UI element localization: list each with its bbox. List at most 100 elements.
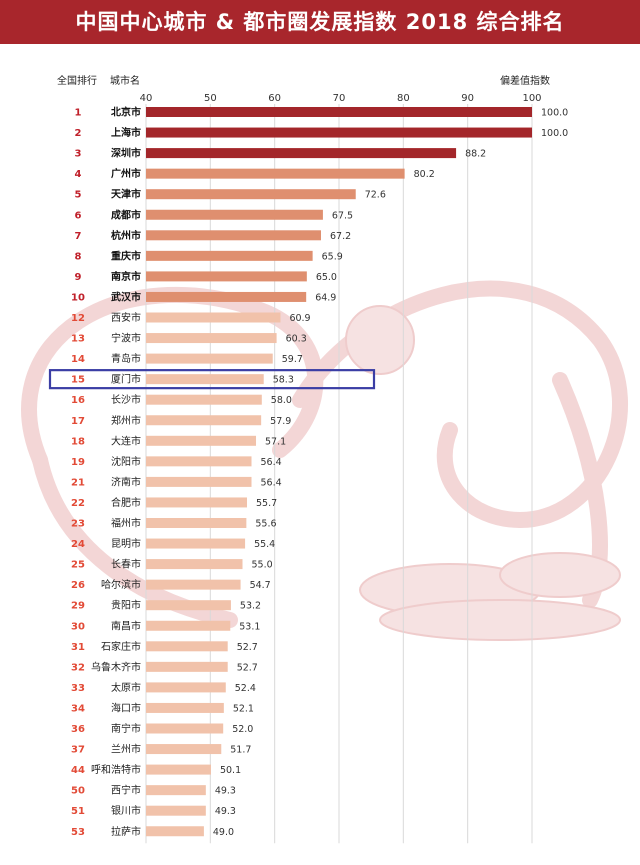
rank-label: 8 [75,251,82,262]
x-tick-label: 70 [333,93,346,104]
bar [146,826,204,837]
city-label: 沈阳市 [111,455,141,468]
rank-label: 33 [71,683,85,694]
value-label: 100.0 [541,108,568,119]
rank-label: 53 [71,827,85,838]
city-label: 贵阳市 [111,599,141,612]
city-label: 天津市 [111,188,141,201]
value-label: 58.0 [271,395,292,406]
value-label: 55.7 [256,498,277,509]
value-label: 59.7 [282,354,303,365]
bar [146,579,241,590]
x-axis-ticks: 40 50 60 70 80 90 100 [140,93,542,104]
city-label: 海口市 [111,701,141,714]
value-label: 55.0 [252,560,273,571]
city-label: 长春市 [111,558,141,571]
rank-label: 17 [71,416,85,427]
bar [146,641,228,652]
city-label: 成都市 [111,208,141,221]
bar [146,682,226,693]
city-header: 城市名 [110,74,140,87]
city-label: 兰州市 [111,743,141,756]
city-label: 杭州市 [111,229,141,242]
title-bar: 中国中心城市 & 都市圈发展指数 2018 综合排名 [0,0,640,44]
bar [146,435,257,446]
value-label: 72.6 [365,190,386,201]
bar [146,415,262,426]
city-label: 南宁市 [111,722,141,735]
city-label: 上海市 [111,126,141,139]
city-label: 呼和浩特市 [91,763,141,776]
highlight-box [48,369,376,390]
city-label: 乌鲁木齐市 [91,660,141,673]
bar [146,518,247,528]
city-label: 南京市 [111,270,141,283]
rank-label: 18 [71,436,85,447]
bar [146,744,222,755]
rank-label: 25 [71,560,85,571]
x-tick-label: 50 [204,93,217,104]
rank-label: 23 [71,519,85,530]
city-label: 广州市 [111,167,141,180]
x-tick-label: 60 [268,93,281,104]
value-label: 56.4 [261,477,282,488]
bar [146,148,457,159]
bar [146,353,273,364]
x-tick-label: 100 [522,93,541,104]
city-label: 银川市 [111,804,141,817]
value-label: 49.0 [213,827,234,838]
rank-label: 22 [71,498,85,509]
city-label: 福州市 [111,517,141,530]
bar [146,230,321,241]
value-header: 偏差值指数 [500,74,550,87]
rank-label: 36 [71,724,85,735]
rank-label: 30 [71,621,85,632]
rank-label: 21 [71,477,85,488]
bar [146,250,313,261]
rank-label: 6 [75,210,82,221]
city-label: 厦门市 [111,373,141,386]
bar [146,394,262,405]
chart-title: 中国中心城市 & 都市圈发展指数 2018 综合排名 [75,10,565,34]
x-tick-label: 80 [397,93,410,104]
value-label: 50.1 [220,765,241,776]
value-label: 65.0 [316,272,337,283]
column-headers: 全国排行 城市名 偏差值指数 [57,74,550,87]
value-label: 52.7 [237,662,258,673]
rank-label: 10 [71,292,85,303]
value-label: 64.9 [315,292,336,303]
city-label: 西宁市 [111,784,141,797]
bar [146,785,206,796]
value-label: 53.1 [239,621,260,632]
bar [146,620,231,631]
rank-label: 9 [75,272,82,283]
rank-label: 32 [71,662,85,673]
bar [146,209,323,220]
rank-label: 44 [71,765,85,776]
bar [146,661,228,672]
value-label: 51.7 [230,745,251,756]
value-label: 60.3 [286,334,307,345]
rank-label: 29 [71,601,85,612]
city-label: 大连市 [111,434,141,447]
bar [146,559,243,570]
value-label: 52.7 [237,642,258,653]
city-label: 哈尔滨市 [101,578,141,591]
bar [146,497,248,508]
bar [146,189,356,200]
bar [146,456,252,467]
grid-lines [145,104,533,844]
city-label: 济南市 [111,475,141,488]
city-label: 拉萨市 [111,825,141,838]
city-label: 重庆市 [111,249,141,262]
rank-label: 34 [71,703,85,714]
city-label: 合肥市 [111,496,141,509]
value-label: 100.0 [541,128,568,139]
bar [146,600,231,611]
bar [146,538,246,549]
rank-label: 14 [71,354,85,365]
city-label: 青岛市 [111,352,141,365]
value-label: 52.4 [235,683,256,694]
bar [146,702,224,713]
